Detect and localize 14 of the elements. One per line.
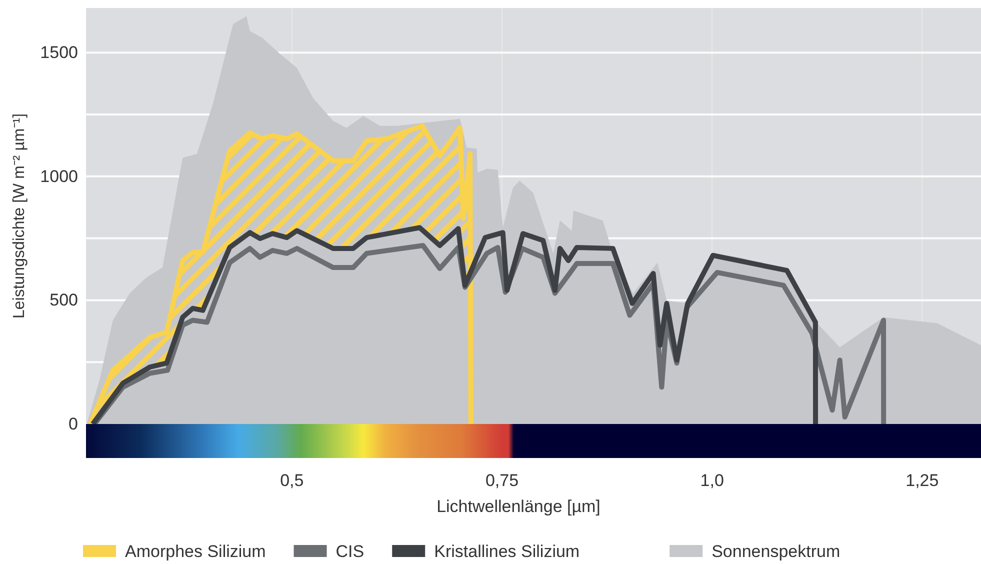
y-tick-label: 0 — [68, 414, 78, 434]
y-axis-title: Leistungsdichte [W m⁻² µm⁻¹] — [11, 113, 28, 319]
y-tick-label: 1000 — [40, 166, 78, 186]
y-tick-label: 1500 — [40, 43, 78, 62]
x-tick-label: 0,5 — [280, 471, 304, 490]
legend-label: Amorphes Silizium — [125, 542, 266, 561]
legend-label: CIS — [336, 542, 364, 561]
x-axis-title: Lichtwellenlänge [µm] — [436, 497, 600, 516]
y-tick-label: 500 — [50, 290, 78, 310]
legend-label: Sonnenspektrum — [712, 542, 840, 561]
legend-label: Kristallines Silizium — [434, 542, 580, 561]
x-tick-label: 0,75 — [485, 471, 519, 490]
x-tick-label: 1,0 — [700, 471, 724, 490]
x-tick-label: 1,25 — [906, 471, 939, 490]
